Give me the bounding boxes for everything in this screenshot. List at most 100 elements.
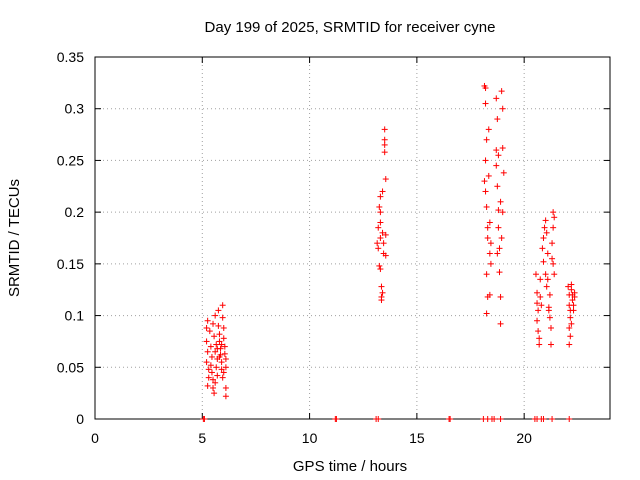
data-point: [493, 162, 500, 169]
data-point: [216, 331, 223, 338]
data-point: [537, 293, 544, 300]
data-point: [381, 136, 388, 143]
data-point: [447, 416, 454, 422]
data-point: [219, 374, 226, 381]
data-point: [534, 300, 541, 307]
data-point: [203, 338, 210, 345]
data-point: [379, 229, 386, 236]
data-point: [495, 224, 502, 231]
y-tick-label: 0.35: [57, 49, 84, 65]
data-point: [379, 289, 386, 296]
data-point: [535, 307, 542, 314]
data-point: [498, 88, 505, 95]
data-point: [496, 269, 503, 276]
data-point: [211, 390, 218, 397]
grid-lines: [95, 57, 610, 419]
y-tick-label: 0.3: [65, 101, 85, 117]
data-point: [483, 271, 490, 278]
data-point: [497, 320, 504, 327]
data-point: [382, 176, 389, 183]
data-point: [212, 312, 219, 319]
data-point: [377, 193, 384, 200]
data-point: [570, 307, 577, 314]
data-point: [534, 317, 541, 324]
data-point: [214, 345, 221, 352]
x-tick-label: 20: [516, 430, 532, 446]
data-point: [534, 289, 541, 296]
y-tick-label: 0.25: [57, 152, 84, 168]
data-point: [382, 252, 389, 259]
data-point: [220, 335, 227, 342]
data-point: [375, 245, 382, 252]
data-point: [545, 307, 552, 314]
data-point: [482, 85, 489, 92]
data-point: [201, 416, 208, 422]
data-point: [377, 266, 384, 273]
data-point: [222, 356, 229, 363]
data-points: [200, 82, 578, 422]
data-point: [377, 219, 384, 226]
data-point: [378, 297, 385, 304]
data-point: [486, 250, 493, 257]
data-point: [333, 416, 340, 422]
data-point: [376, 262, 383, 269]
data-point: [484, 224, 491, 231]
data-point: [494, 183, 501, 190]
data-point: [481, 178, 488, 185]
data-point: [222, 364, 229, 371]
data-point: [493, 95, 500, 102]
data-point: [551, 214, 558, 221]
x-tick-label: 0: [91, 430, 99, 446]
data-point: [483, 310, 490, 317]
data-point: [497, 198, 504, 205]
y-tick-label: 0.2: [65, 204, 85, 220]
data-point: [207, 343, 214, 350]
data-point: [380, 240, 387, 247]
data-point: [543, 283, 550, 290]
data-point: [218, 359, 225, 366]
data-point: [536, 335, 543, 342]
data-point: [486, 291, 493, 298]
data-point: [550, 209, 557, 216]
x-tick-label: 15: [409, 430, 425, 446]
data-point: [547, 324, 554, 331]
data-point: [494, 116, 501, 123]
axis-ticks: [94, 56, 610, 420]
data-point: [208, 353, 215, 360]
data-point: [374, 240, 381, 247]
data-point: [535, 328, 542, 335]
data-point: [550, 260, 557, 267]
data-point: [493, 147, 500, 154]
data-point: [210, 376, 217, 383]
data-point: [547, 341, 554, 348]
y-axis-label: SRMTID / TECUs: [6, 179, 23, 297]
data-point: [542, 271, 549, 278]
data-point: [495, 152, 502, 159]
data-point: [220, 369, 227, 376]
data-point: [500, 169, 507, 176]
data-point: [222, 393, 229, 400]
data-point: [210, 384, 217, 391]
data-point: [216, 338, 223, 345]
data-point: [221, 350, 228, 357]
data-point: [571, 293, 578, 300]
data-point: [208, 369, 215, 376]
data-point: [499, 209, 506, 216]
data-point: [540, 258, 547, 265]
data-point: [212, 379, 219, 386]
data-point: [497, 293, 504, 300]
y-tick-label: 0.1: [65, 308, 85, 324]
data-point: [536, 341, 543, 348]
data-point: [377, 235, 384, 241]
data-point: [483, 203, 490, 210]
data-point: [381, 149, 388, 156]
y-tick-label: 0.05: [57, 359, 84, 375]
data-point: [486, 219, 493, 226]
x-tick-label: 5: [198, 430, 206, 446]
data-point: [483, 136, 490, 143]
data-point: [377, 209, 384, 216]
data-point: [221, 343, 228, 350]
data-point: [568, 281, 575, 288]
data-point: [568, 320, 575, 327]
data-point: [203, 324, 210, 331]
